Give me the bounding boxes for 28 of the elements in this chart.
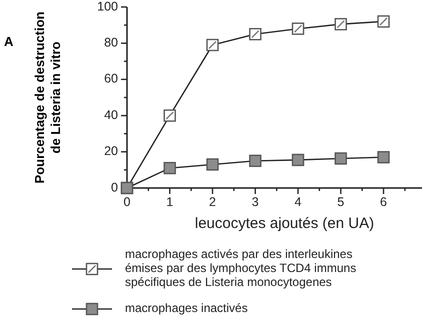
point: [292, 22, 304, 35]
x-tick-label: 3: [252, 195, 259, 209]
y-tick-label: 80: [104, 35, 118, 50]
point: [164, 109, 176, 122]
point: [206, 158, 219, 171]
text: A: [4, 34, 14, 49]
x-axis-title: leucocytes ajoutés (en UA): [194, 215, 374, 232]
y-tick-label: 60: [104, 72, 118, 86]
x-tick-label: 5: [337, 195, 344, 209]
legend-label: macrophages inactivés: [125, 301, 248, 316]
x-tick-label: 6: [380, 195, 388, 209]
point: [164, 162, 176, 174]
x-tick-label: 1: [166, 195, 174, 209]
y-axis-title: Pourcentage de destruction de Listeria in vitro: [32, 11, 63, 184]
y-tick-label: 100: [97, 0, 118, 14]
point: [377, 15, 390, 28]
point: [334, 152, 347, 165]
x-tick-label: 4: [294, 195, 302, 209]
point: [249, 154, 262, 167]
x-tick-label: 0: [124, 195, 131, 209]
y-tick-label: 40: [104, 108, 118, 122]
point: [206, 38, 219, 52]
y-tick-label: 0: [111, 180, 118, 194]
legend-label: macrophages activés par des interleukines émises par des lymphocytes TCD4 immuns spécifiques de Listeria monocytogenes: [125, 247, 356, 290]
point: [377, 151, 390, 164]
y-tick-label: 20: [104, 144, 118, 158]
x-tick-label: 2: [209, 195, 216, 209]
point: [292, 154, 304, 166]
